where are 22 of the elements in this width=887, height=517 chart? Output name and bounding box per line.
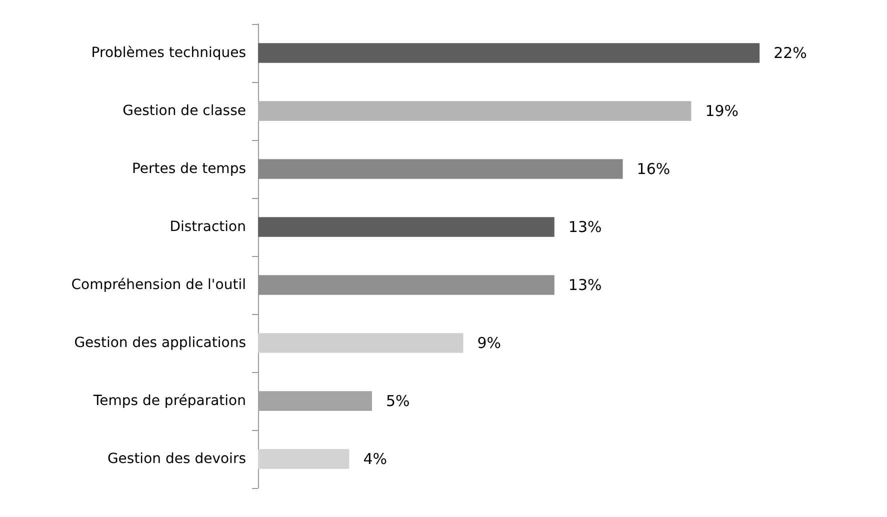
data-label: 16%: [636, 160, 670, 178]
bar: [258, 217, 554, 237]
data-label: 5%: [386, 392, 410, 410]
y-tick-label: Gestion des devoirs: [107, 451, 246, 467]
y-tick-label: Distraction: [170, 219, 246, 235]
data-label: 19%: [705, 102, 739, 120]
data-label: 4%: [363, 450, 387, 468]
y-tick-label: Gestion de classe: [122, 103, 246, 119]
data-label: 13%: [568, 218, 602, 236]
bar: [258, 101, 692, 121]
bar: [258, 159, 623, 179]
data-label: 22%: [774, 44, 807, 62]
y-tick-label: Compréhension de l'outil: [71, 277, 246, 293]
y-tick-label: Pertes de temps: [132, 161, 246, 177]
bar: [258, 333, 464, 353]
bar: [258, 43, 760, 63]
y-tick-label: Temps de préparation: [92, 393, 246, 409]
y-tick-label: Problèmes techniques: [91, 45, 246, 61]
data-label: 9%: [477, 334, 501, 352]
data-label: 13%: [568, 276, 602, 294]
bar: [258, 449, 350, 469]
y-tick-label: Gestion des applications: [74, 335, 246, 351]
